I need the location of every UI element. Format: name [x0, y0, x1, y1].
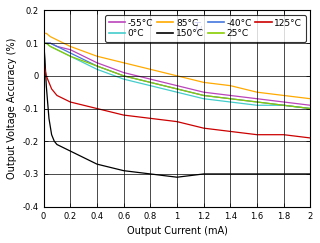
X-axis label: Output Current (mA): Output Current (mA): [127, 226, 228, 236]
Y-axis label: Output Voltage Accuracy (%): Output Voltage Accuracy (%): [7, 38, 17, 179]
Text: $T_J$: $T_J$: [193, 21, 203, 35]
Legend: -55°C, 0°C, 85°C, 150°C, -40°C, 25°C, 125°C: -55°C, 0°C, 85°C, 150°C, -40°C, 25°C, 12…: [105, 15, 306, 42]
